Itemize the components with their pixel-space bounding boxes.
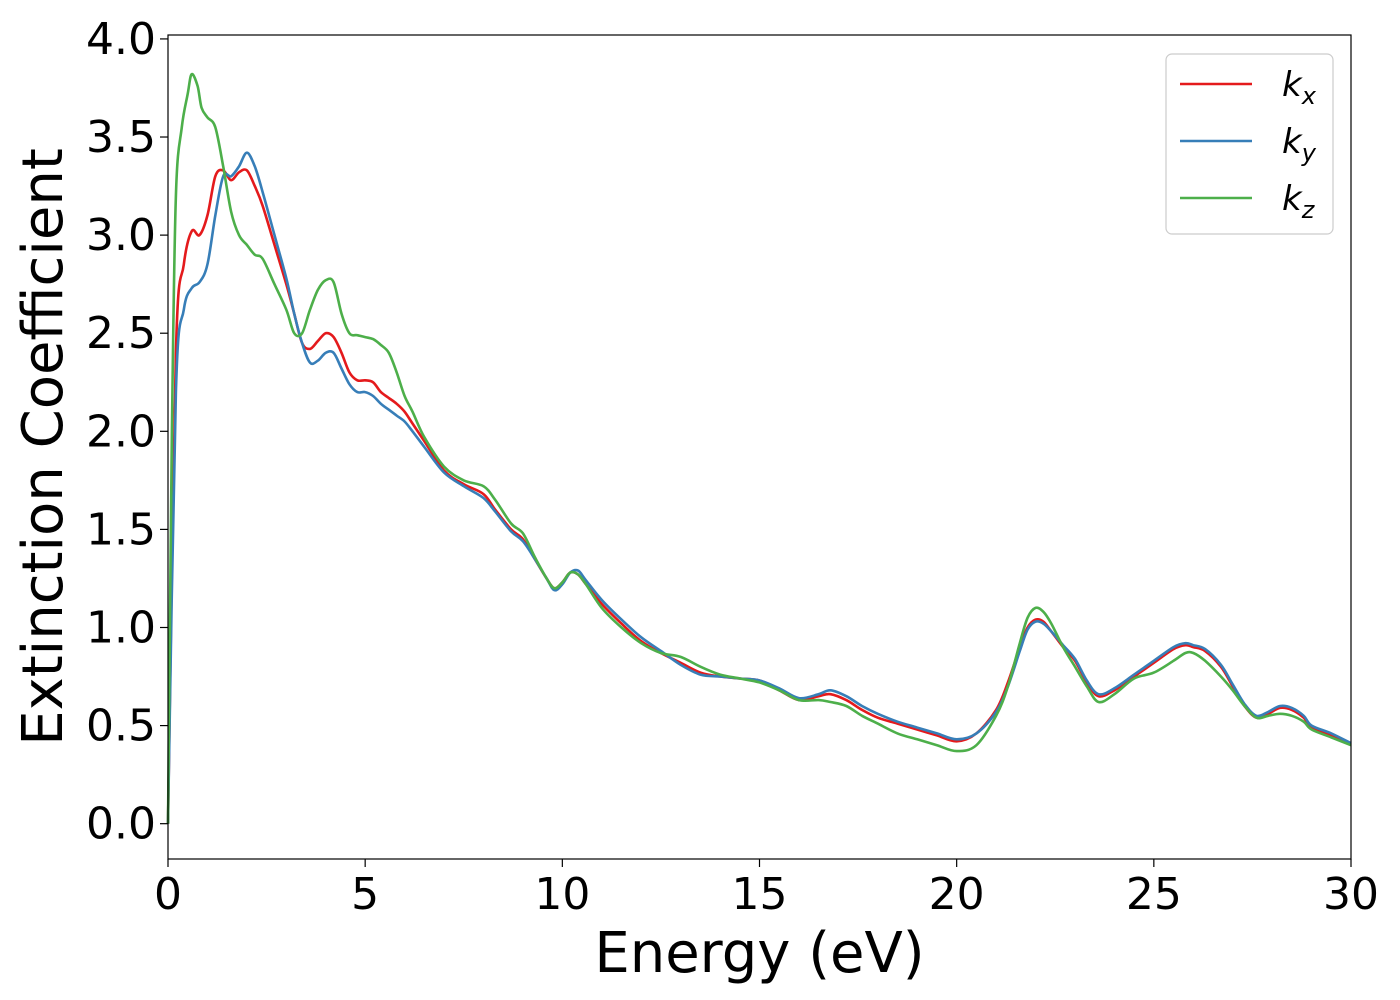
x-tick-label: 15: [732, 869, 788, 920]
y-axis: 0.0 0.5 1.0 1.5 2.0 2.5 3.0 3.5 4.0: [86, 14, 168, 850]
legend-label-z: kz: [1282, 179, 1316, 224]
y-tick-label: 4.0: [86, 14, 156, 65]
y-tick-label: 0.0: [86, 799, 156, 850]
y-tick-label: 1.0: [86, 602, 156, 653]
y-tick-label: 2.5: [86, 308, 156, 359]
series-line-z: [166, 72, 1352, 824]
series-line-y: [166, 151, 1352, 824]
x-tick-label: 0: [154, 869, 182, 920]
y-tick-label: 2.0: [86, 406, 156, 457]
legend-label-y: ky: [1282, 122, 1317, 167]
x-axis: 0 5 10 15 20 25 30: [154, 859, 1379, 920]
y-axis-title: Extinction Coefficient: [11, 148, 76, 746]
y-tick-label: 3.0: [86, 210, 156, 261]
legend-box: [1165, 53, 1334, 235]
x-tick-label: 25: [1126, 869, 1182, 920]
legend: kx ky kz: [1165, 53, 1334, 235]
x-tick-label: 5: [351, 869, 379, 920]
x-tick-label: 30: [1323, 869, 1379, 920]
y-tick-label: 0.5: [86, 701, 156, 752]
y-tick-label: 1.5: [86, 504, 156, 555]
legend-label-x: kx: [1282, 65, 1317, 110]
x-tick-label: 20: [929, 869, 985, 920]
series-layer: [166, 72, 1352, 824]
x-tick-label: 10: [534, 869, 590, 920]
x-axis-title: Energy (eV): [594, 921, 924, 986]
y-tick-label: 3.5: [86, 112, 156, 163]
